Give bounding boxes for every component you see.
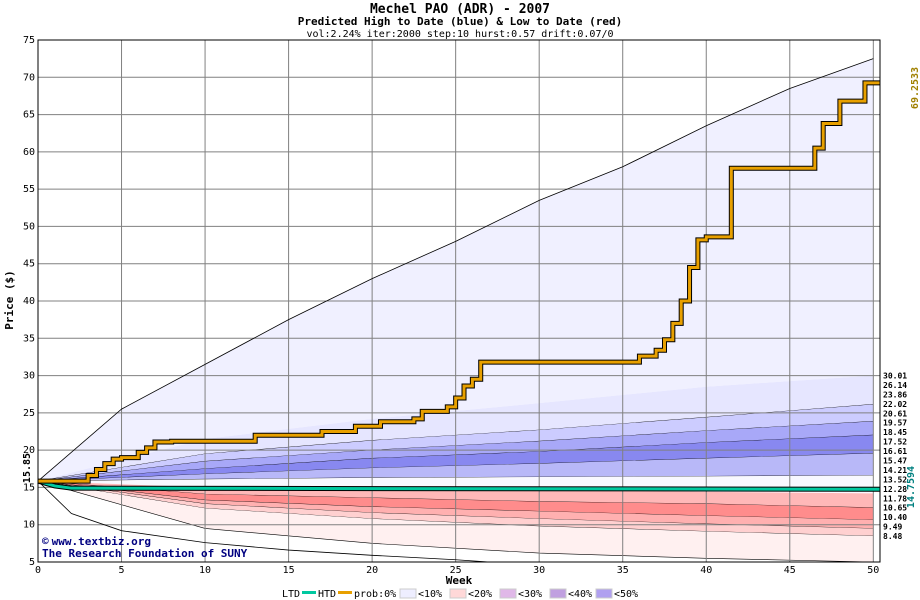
y-tick-label: 30 — [23, 371, 35, 382]
y-tick-label: 35 — [23, 333, 35, 344]
axes: 0 5 10 15 20 25 30 35 40 45 5051015202530354045505… — [23, 35, 881, 576]
legend-prob0-label: prob:0% — [354, 589, 396, 600]
y-tick-label: 25 — [23, 408, 35, 419]
x-tick-label: 45 — [784, 565, 796, 576]
copyright-icon: © — [42, 535, 49, 548]
x-tick-label: 0 — [35, 565, 41, 576]
quantile-label: 9.49 — [883, 523, 902, 532]
quantile-label: 10.40 — [883, 513, 907, 522]
htd-final-label: 69.2533 — [910, 67, 920, 109]
quantile-label: 13.52 — [883, 475, 907, 484]
y-tick-label: 50 — [23, 221, 35, 232]
credit-url: www.textbiz.org — [52, 535, 151, 548]
quantile-label: 30.01 — [883, 371, 907, 380]
legend: LTD HTD prob:0% <10% <20% <30% <40% <50% — [282, 588, 638, 600]
x-tick-label: 40 — [700, 565, 712, 576]
legend-p40-label: <40% — [568, 589, 592, 600]
y-tick-label: 40 — [23, 296, 35, 307]
legend-swatch-10 — [449, 588, 467, 599]
start-price-label: 15.85 — [22, 453, 33, 483]
legend-swatch-0 — [399, 588, 417, 599]
x-tick-label: 5 — [119, 565, 125, 576]
y-tick-label: 60 — [23, 147, 35, 158]
quantile-label: 17.52 — [883, 438, 907, 447]
y-tick-label: 70 — [23, 72, 35, 83]
legend-htd-swatch — [338, 591, 352, 594]
quantile-labels: 30.0126.1423.8622.0220.6119.5718.4517.52… — [883, 371, 907, 541]
high-envelope-line — [37, 58, 874, 482]
credit-line-2: The Research Foundation of SUNY — [42, 547, 248, 560]
x-tick-label: 35 — [617, 565, 629, 576]
quantile-label: 16.61 — [883, 447, 907, 456]
y-tick-label: 55 — [23, 184, 35, 195]
chart-params: vol:2.24% iter:2000 step:10 hurst:0.57 d… — [306, 29, 613, 40]
x-tick-label: 10 — [199, 565, 211, 576]
y-tick-label: 65 — [23, 110, 35, 121]
legend-p20-label: <20% — [468, 589, 492, 600]
legend-swatch-20 — [499, 588, 517, 599]
chart-subtitle: Predicted High to Date (blue) & Low to D… — [298, 15, 623, 28]
y-axis-label: Price ($) — [3, 270, 16, 330]
x-tick-label: 25 — [450, 565, 462, 576]
quantile-label: 20.61 — [883, 409, 907, 418]
series-layer — [37, 58, 881, 563]
legend-swatch-40 — [595, 588, 613, 599]
quantile-label: 14.21 — [883, 466, 907, 475]
x-tick-label: 15 — [283, 565, 295, 576]
quantile-label: 26.14 — [883, 381, 907, 390]
chart-title: Mechel PAO (ADR) - 2007 — [370, 2, 550, 17]
quantile-label: 23.86 — [883, 390, 907, 399]
low-band-2 — [38, 481, 874, 529]
legend-swatch-30 — [549, 588, 567, 599]
legend-p10-label: <10% — [418, 589, 442, 600]
x-tick-label: 50 — [867, 565, 879, 576]
x-tick-label: 30 — [533, 565, 545, 576]
htd-line — [38, 81, 880, 483]
quantile-label: 11.78 — [883, 494, 907, 503]
y-tick-label: 10 — [23, 520, 35, 531]
plot-border — [37, 39, 881, 563]
legend-htd-label: HTD — [318, 589, 336, 600]
quantile-label: 18.45 — [883, 428, 907, 437]
legend-p50-label: <50% — [614, 589, 638, 600]
legend-ltd-label: LTD — [282, 589, 300, 600]
legend-ltd-swatch — [302, 591, 316, 594]
y-tick-label: 45 — [23, 259, 35, 270]
quantile-label: 22.02 — [883, 400, 907, 409]
x-axis-label: Week — [446, 574, 473, 587]
y-tick-label: 15 — [23, 482, 35, 493]
quantile-label: 19.57 — [883, 419, 907, 428]
y-tick-label: 20 — [23, 445, 35, 456]
low-envelope-line — [37, 480, 490, 563]
y-tick-label: 75 — [23, 35, 35, 46]
quantile-label: 10.65 — [883, 504, 907, 513]
ltd-final-label: 14.7594 — [906, 466, 917, 508]
credit-line-1: © www.textbiz.org — [42, 535, 151, 548]
legend-p30-label: <30% — [518, 589, 542, 600]
quantile-label: 15.47 — [883, 456, 907, 465]
quantile-label: 12.28 — [883, 485, 907, 494]
x-tick-label: 20 — [366, 565, 378, 576]
quantile-label: 8.48 — [883, 532, 902, 541]
low-band-4 — [38, 481, 874, 562]
y-tick-label: 5 — [29, 557, 35, 568]
